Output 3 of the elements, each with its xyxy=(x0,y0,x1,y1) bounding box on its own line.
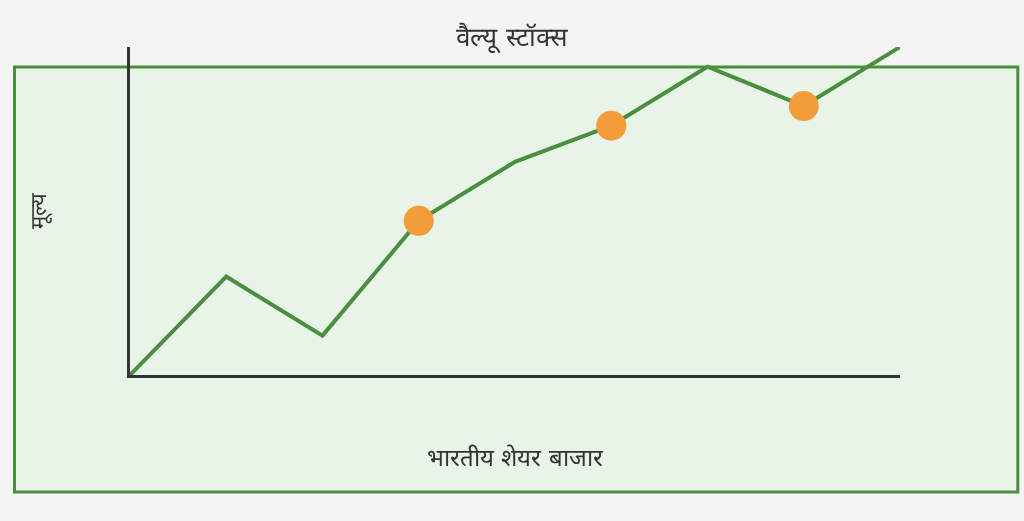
x-axis-title: भारतीय शेयर बाजार xyxy=(426,443,605,472)
y-axis-title: मूल्य xyxy=(25,192,53,229)
chart-title: वैल्यू स्टॉक्स xyxy=(456,21,568,54)
